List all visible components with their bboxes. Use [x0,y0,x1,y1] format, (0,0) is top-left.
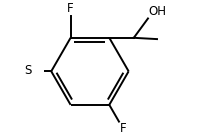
Text: F: F [67,2,74,15]
Text: OH: OH [149,5,167,18]
Text: F: F [120,122,126,135]
Text: S: S [24,64,31,77]
